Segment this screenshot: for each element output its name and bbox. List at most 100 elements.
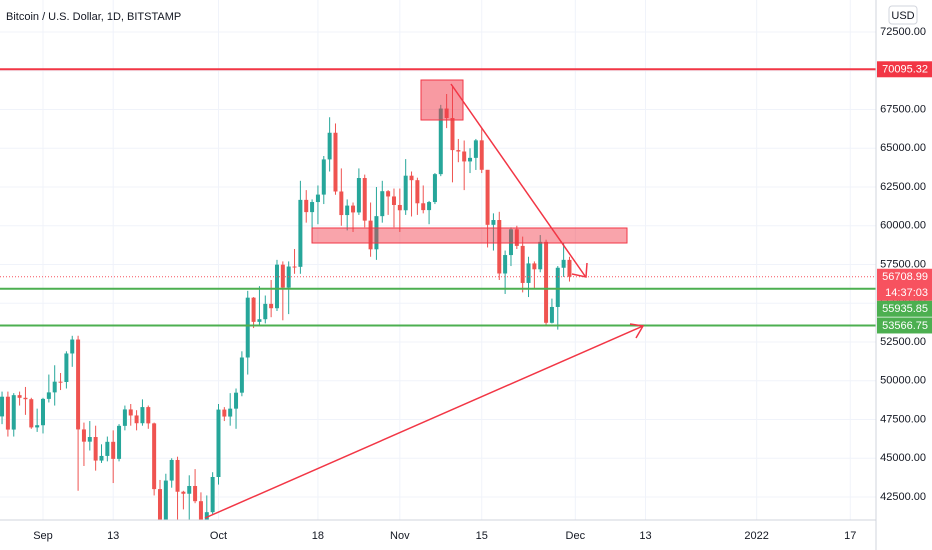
x-tick-label: Nov — [390, 530, 410, 542]
price-badge-label: 53566.75 — [882, 320, 928, 332]
y-tick-label: 57500.00 — [880, 258, 926, 270]
candle-body — [298, 199, 303, 267]
candle-body — [210, 477, 215, 513]
candle-body — [169, 459, 174, 481]
candle-body — [99, 455, 104, 461]
y-tick-label: 62500.00 — [880, 181, 926, 193]
x-tick-label: Dec — [566, 530, 586, 542]
candle-body — [222, 409, 227, 417]
time-axis — [0, 520, 876, 550]
trend-arrow — [204, 325, 644, 519]
grid — [0, 0, 876, 520]
candle-body — [280, 264, 285, 288]
countdown-label: 14:37:03 — [885, 287, 928, 299]
candle-body — [87, 437, 92, 442]
x-tick-label: Oct — [210, 530, 227, 542]
arrow-head — [571, 262, 588, 278]
x-tick-label: 13 — [639, 530, 651, 542]
candle-body — [491, 220, 496, 225]
candle-body — [485, 169, 490, 225]
x-tick-label: 18 — [312, 530, 324, 542]
y-tick-label: 65000.00 — [880, 142, 926, 154]
candle-body — [544, 241, 549, 323]
candle-body — [450, 118, 455, 151]
candle-body — [473, 140, 478, 158]
candle-body — [368, 220, 373, 250]
candle-body — [520, 245, 525, 283]
candle-body — [93, 437, 98, 461]
x-tick-label: 15 — [476, 530, 488, 542]
candle-body — [409, 175, 414, 181]
candle-body — [0, 396, 5, 417]
candle-body — [228, 408, 233, 417]
candle-body — [204, 512, 209, 520]
candle-body — [468, 157, 473, 162]
candle-body — [567, 259, 572, 277]
candle-body — [257, 319, 262, 322]
price-badge — [877, 317, 932, 334]
candle-body — [245, 297, 250, 358]
candle-body — [561, 259, 566, 268]
y-tick-label: 45000.00 — [880, 452, 926, 464]
x-tick-label: 17 — [844, 530, 856, 542]
candle-body — [421, 203, 426, 211]
currency-box[interactable] — [888, 5, 918, 25]
candle-body — [58, 381, 63, 383]
candle-body — [310, 202, 315, 213]
price-badge — [877, 61, 932, 78]
candle-body — [508, 229, 513, 256]
candle-body — [532, 263, 537, 270]
candle-body — [152, 423, 157, 490]
y-tick-label: 67500.00 — [880, 103, 926, 115]
candle-body — [456, 150, 461, 152]
candle-body — [111, 441, 116, 459]
price-badge-label: 70095.32 — [882, 64, 928, 76]
candle-body — [397, 204, 402, 211]
price-badge-label: 55935.85 — [882, 303, 928, 315]
candle-body — [427, 202, 432, 211]
candle-body — [5, 396, 10, 430]
trend-line — [450, 83, 586, 277]
candle-body — [345, 205, 350, 216]
candle-body — [134, 415, 139, 424]
candle-body — [216, 409, 221, 478]
drawings — [204, 79, 645, 519]
candle-body — [193, 485, 198, 502]
candle-body — [198, 501, 203, 520]
candle-body — [70, 339, 75, 354]
price-badge-label: 56708.99 — [882, 271, 928, 283]
candle-body — [374, 216, 379, 250]
candle-body — [181, 491, 186, 494]
candle-body — [46, 392, 51, 399]
candle-body — [29, 399, 34, 428]
y-tick-label: 42500.00 — [880, 491, 926, 503]
candle-body — [380, 191, 385, 217]
candle-body — [17, 395, 22, 398]
axes: 72500.0070000.0067500.0065000.0062500.00… — [33, 26, 926, 542]
candle-body — [403, 175, 408, 211]
candle-body — [333, 132, 338, 192]
candle-body — [321, 159, 326, 195]
candle-body — [462, 151, 467, 162]
candle-body — [52, 381, 57, 393]
candle-body — [175, 459, 180, 492]
candle-body — [187, 485, 192, 494]
candles — [0, 86, 572, 520]
candle-body — [514, 229, 519, 246]
chart-title: Bitcoin / U.S. Dollar, 1D, BITSTAMP — [6, 11, 181, 23]
candle-body — [526, 263, 531, 283]
candle-body — [386, 191, 391, 197]
y-tick-label: 72500.00 — [880, 26, 926, 38]
y-tick-label: 50000.00 — [880, 375, 926, 387]
candle-body — [356, 178, 361, 213]
candle-body — [40, 398, 45, 426]
price-badge — [877, 300, 932, 317]
candle-body — [362, 178, 367, 221]
x-tick-label: Sep — [33, 530, 53, 542]
price-lines — [0, 68, 876, 327]
candle-body — [64, 353, 69, 382]
candle-body — [351, 205, 356, 213]
candle-body — [251, 297, 256, 322]
candle-body — [263, 303, 268, 320]
